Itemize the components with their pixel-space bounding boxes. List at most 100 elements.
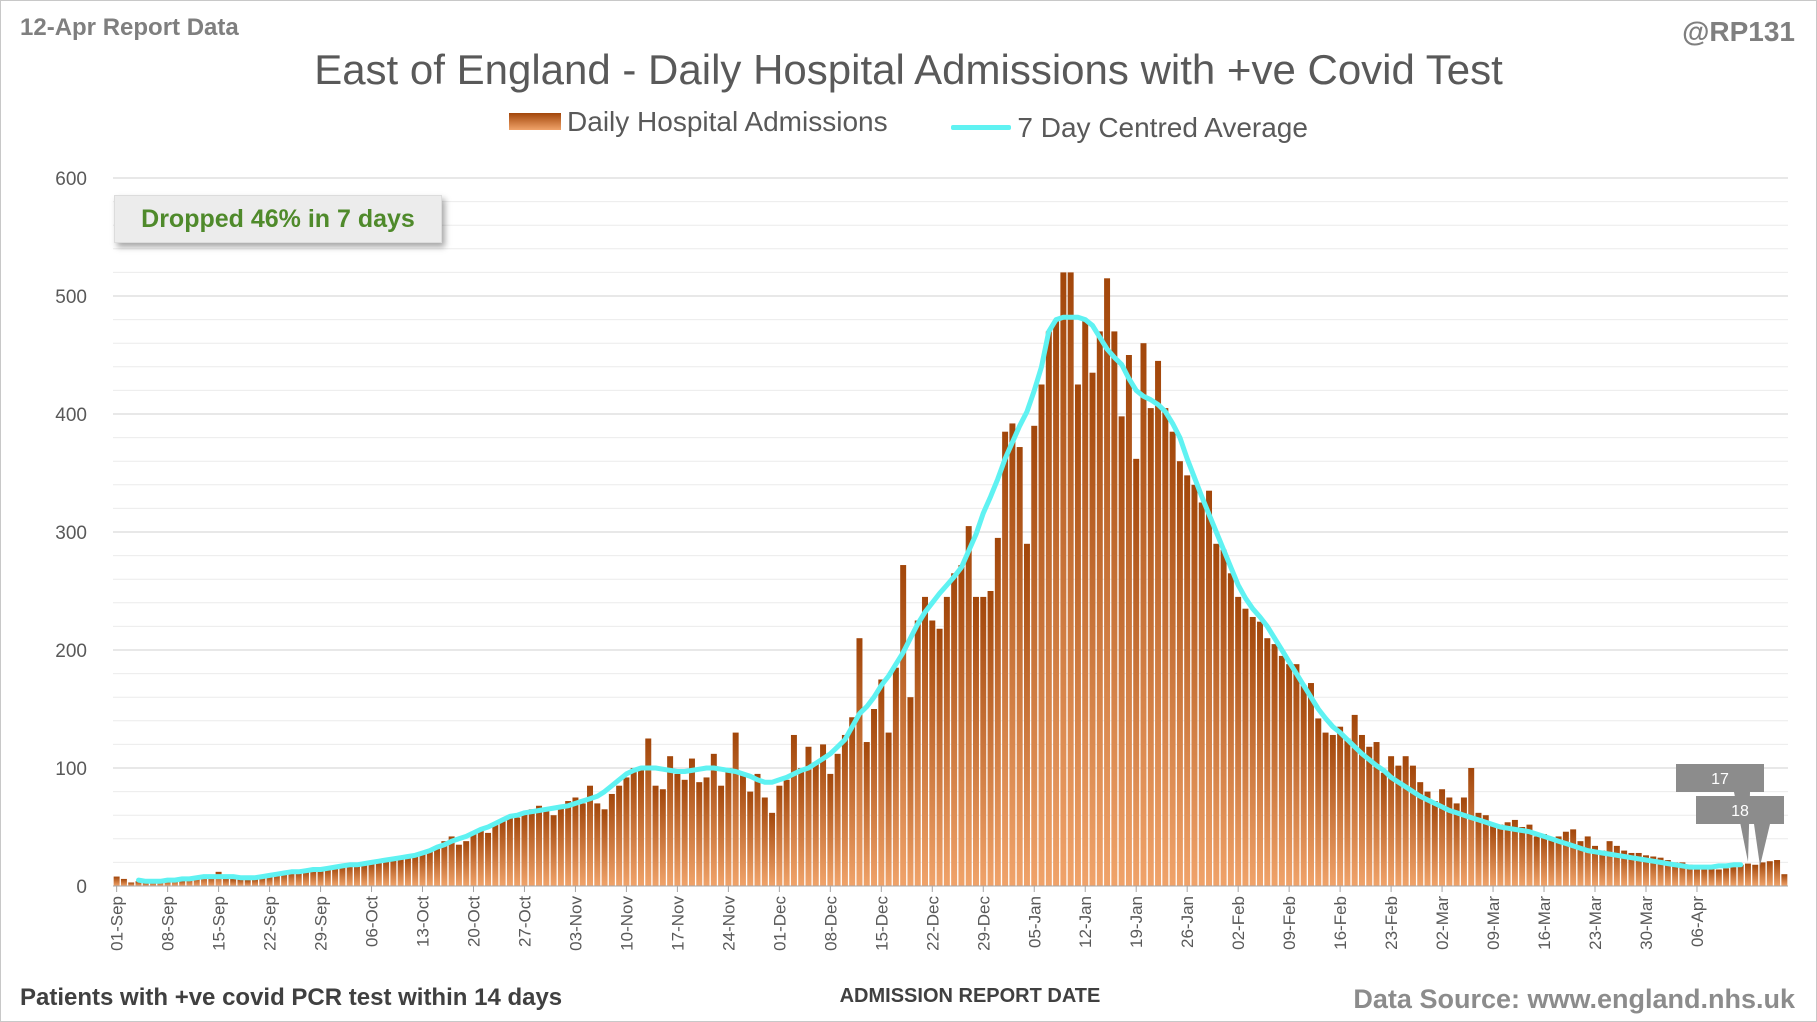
bar — [288, 871, 295, 886]
bar — [193, 876, 200, 886]
x-tick-label: 08-Dec — [821, 896, 840, 951]
bar — [1766, 861, 1773, 886]
report-date-label: 12-Apr Report Data — [20, 14, 239, 41]
x-tick-label: 06-Apr — [1688, 896, 1707, 947]
bar — [375, 861, 382, 886]
legend-item-admissions: Daily Hospital Admissions — [509, 106, 888, 138]
bar — [747, 791, 754, 886]
average-line — [136, 314, 1744, 884]
bar — [739, 773, 746, 886]
bar — [725, 768, 732, 886]
bar — [339, 865, 346, 886]
bar — [1235, 596, 1242, 886]
bar — [1424, 791, 1431, 886]
bar — [943, 596, 950, 886]
bar — [805, 746, 812, 886]
bar — [1431, 801, 1438, 886]
x-tick-label: 03-Nov — [566, 896, 585, 951]
author-handle: @RP131 — [1682, 16, 1795, 47]
bar — [1322, 732, 1329, 886]
bar — [455, 844, 462, 886]
bar — [601, 809, 608, 886]
bar — [1417, 782, 1424, 886]
bar — [1730, 867, 1737, 886]
bar — [922, 596, 928, 886]
bar — [776, 785, 783, 886]
x-tick-label: 08-Sep — [159, 896, 178, 951]
y-axis-ticks: 0 100 200 300 400 500 600 — [55, 169, 87, 898]
data-label: 18 — [1731, 803, 1749, 820]
bar — [186, 877, 193, 886]
bar — [754, 773, 761, 886]
x-tick-label: 29-Sep — [312, 896, 331, 951]
bar — [324, 868, 331, 886]
bar — [1599, 850, 1606, 886]
drop-callout: Dropped 46% in 7 days — [114, 195, 442, 243]
data-label-box — [1676, 764, 1764, 792]
bar — [1227, 573, 1234, 886]
bar — [1650, 856, 1657, 886]
bar — [1533, 836, 1540, 886]
bar — [667, 756, 674, 886]
bar — [1067, 272, 1074, 886]
bar — [616, 785, 623, 886]
footnote: Patients with +ve covid PCR test within … — [20, 984, 563, 1011]
bar — [1118, 416, 1125, 886]
bar — [718, 785, 725, 886]
data-label: 17 — [1711, 771, 1729, 788]
bar — [1286, 664, 1293, 886]
bar — [1308, 683, 1314, 886]
legend-swatch-line — [951, 125, 1012, 130]
x-tick-label: 01-Sep — [108, 896, 127, 951]
bar — [1701, 867, 1708, 886]
bar — [1184, 475, 1191, 886]
bar — [1562, 831, 1569, 886]
bar — [514, 817, 521, 886]
bar — [361, 864, 368, 886]
bar — [1125, 355, 1132, 886]
bar — [1388, 756, 1395, 886]
bar — [506, 815, 513, 886]
bar — [310, 869, 317, 886]
bar — [1089, 372, 1096, 886]
bar — [1242, 608, 1249, 886]
bar — [295, 871, 302, 886]
bar — [1774, 860, 1781, 886]
bar — [434, 847, 441, 886]
bar — [885, 732, 892, 886]
bar — [1592, 845, 1598, 886]
bar — [120, 878, 127, 886]
bar — [900, 565, 907, 886]
legend-swatch-bar — [509, 113, 562, 130]
x-tick-label: 01-Dec — [770, 896, 789, 951]
bar — [201, 875, 208, 886]
x-axis-title: ADMISSION REPORT DATE — [839, 985, 1101, 1007]
bar — [1439, 789, 1446, 886]
x-tick-label: 16-Feb — [1331, 896, 1350, 950]
bar — [368, 862, 375, 886]
bar — [608, 793, 615, 886]
x-tick-label: 23-Feb — [1382, 896, 1401, 950]
bar — [856, 638, 863, 886]
y-tick-label: 0 — [76, 877, 87, 898]
bar — [1635, 852, 1642, 886]
bar — [1468, 768, 1475, 886]
bar — [841, 734, 848, 886]
bar — [1206, 490, 1213, 886]
y-tick-label: 100 — [55, 759, 87, 780]
bar — [1016, 447, 1023, 886]
x-tick-label: 15-Sep — [210, 896, 229, 951]
bar — [674, 773, 681, 886]
bar — [1402, 756, 1409, 886]
bar — [688, 758, 695, 886]
bar — [383, 860, 390, 886]
bar — [812, 762, 819, 886]
bar — [1213, 543, 1220, 886]
bar — [1031, 425, 1038, 886]
bar — [1643, 855, 1649, 886]
y-tick-label: 600 — [55, 169, 87, 190]
legend: Daily Hospital Admissions 7 Day Centred … — [0, 105, 1817, 144]
bar — [761, 797, 768, 886]
bar — [987, 591, 994, 886]
